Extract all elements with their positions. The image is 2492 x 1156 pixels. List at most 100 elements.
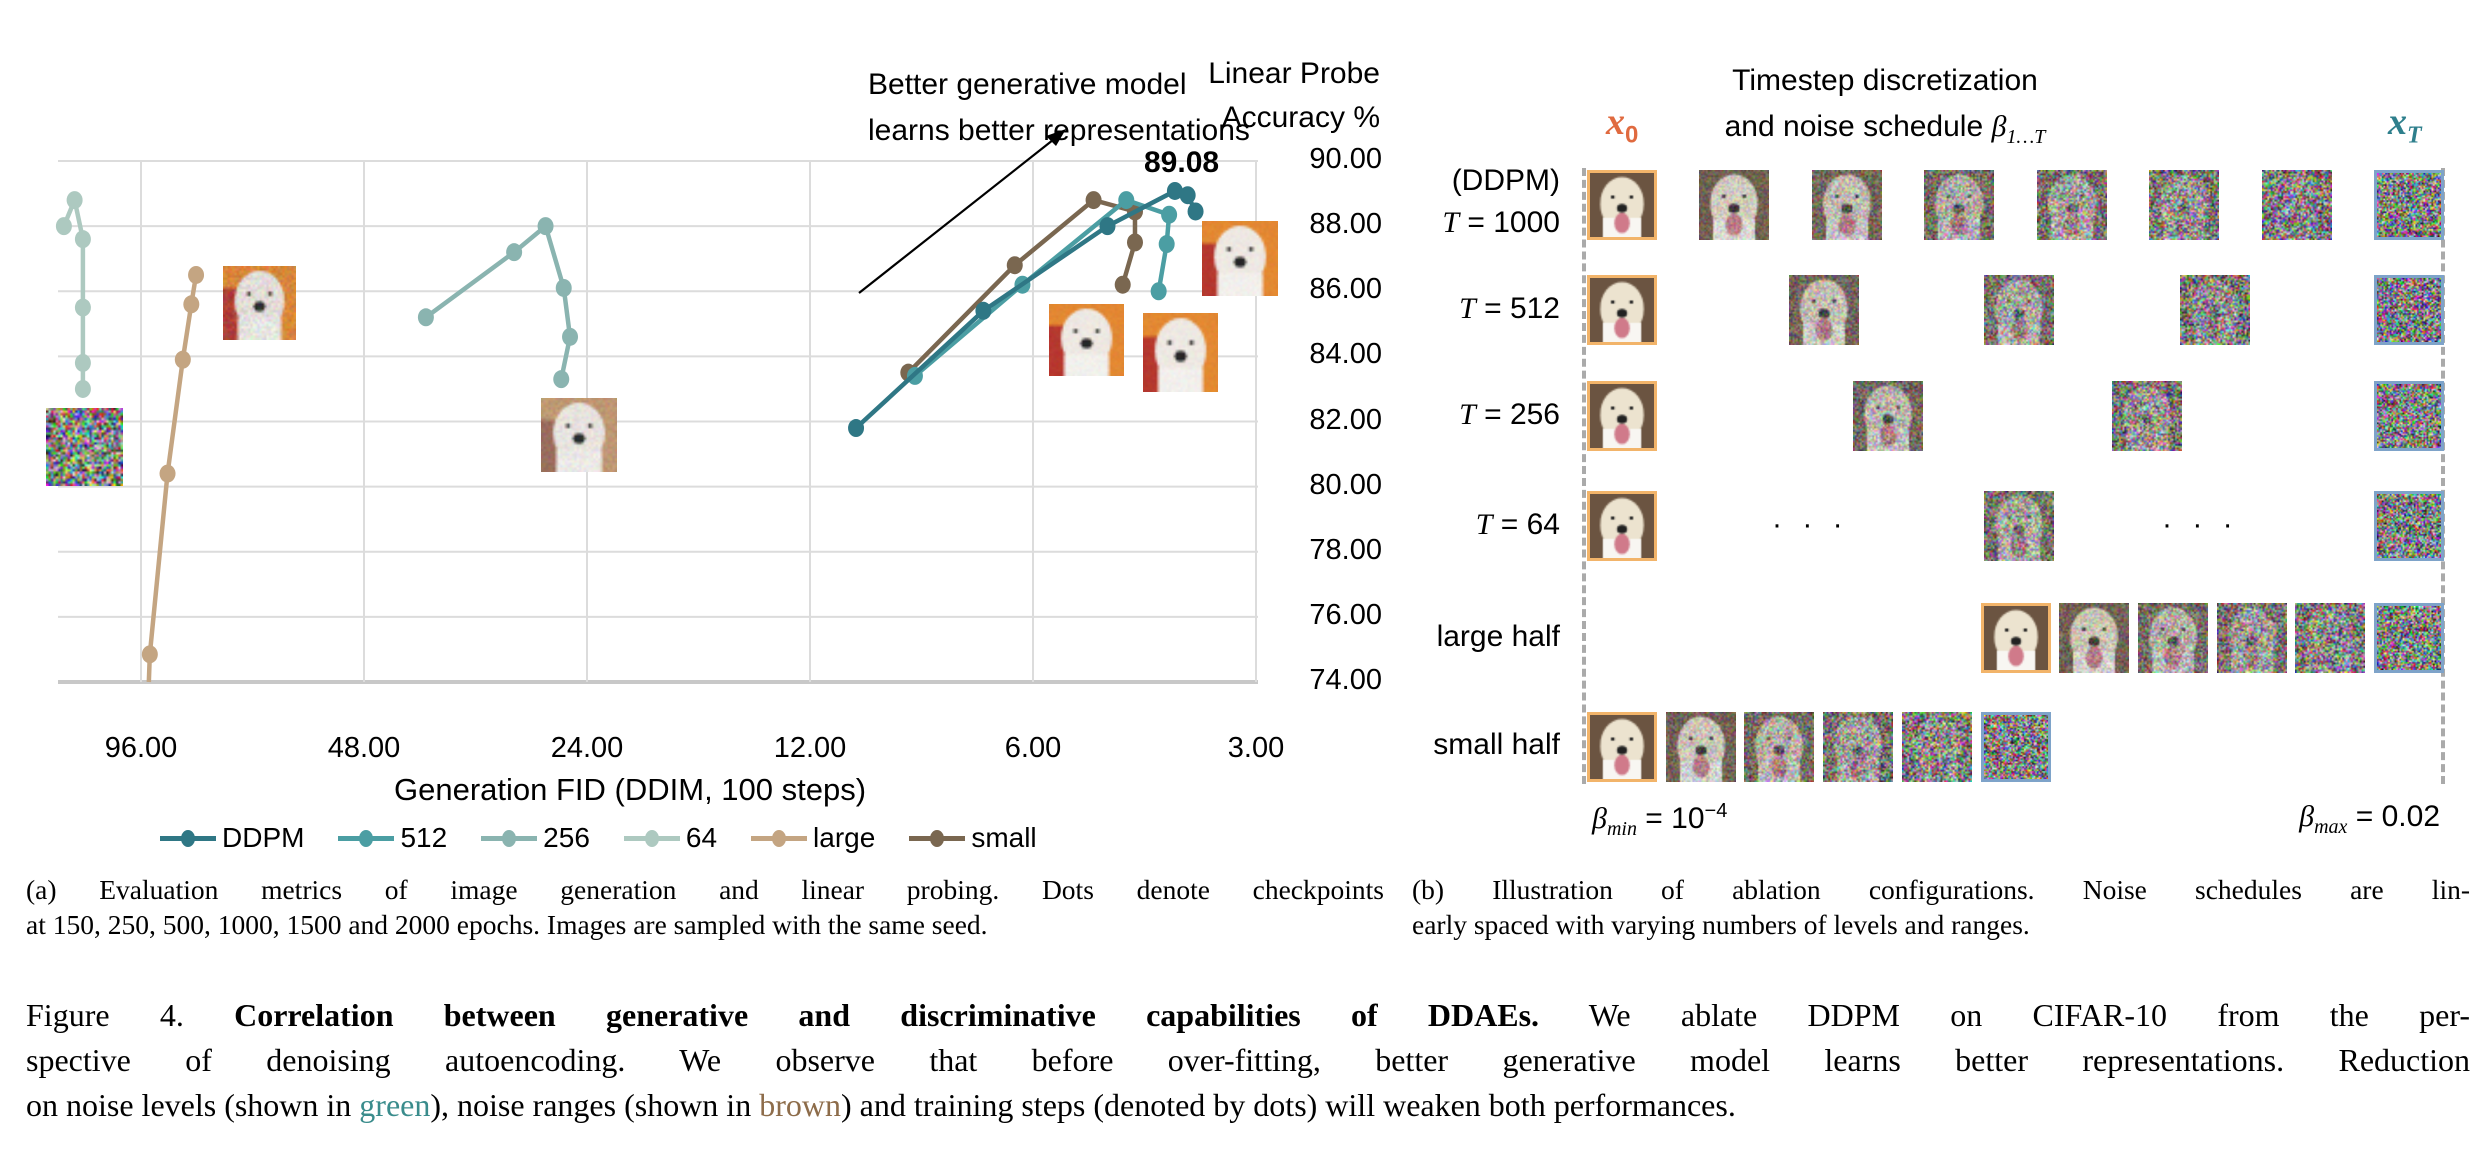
panel-b-title-line-1: Timestep discretization [1685,58,2085,104]
t-value: = 512 [1476,292,1560,325]
y-tick-label: 90.00 [1290,143,1382,176]
beta-min-eq: = 10 [1637,802,1705,835]
y-tick-label: 82.00 [1290,404,1382,437]
data-point [1127,233,1143,251]
panel-b-title: Timestep discretization and noise schedu… [1685,58,2085,160]
row-label-t256: T = 256 [1459,398,1560,432]
sample-image-noise [46,408,123,486]
legend-label: 256 [543,822,590,854]
data-point [183,295,199,313]
image-canvas [1202,221,1278,296]
image-canvas [1590,278,1654,342]
data-point [1099,217,1115,235]
beta-min-label: βmin = 10−4 [1592,800,1727,841]
legend-item-256: 256 [481,822,590,854]
data-point [1159,235,1175,253]
image-canvas [2217,603,2287,673]
data-point [975,302,991,320]
image-canvas [541,398,617,472]
clean-image-x0 [1587,491,1657,561]
image-canvas [2149,170,2219,240]
sample-image-dog [1049,304,1124,376]
noisy-image [2295,603,2365,673]
image-canvas [1590,494,1654,558]
beta-max-sub: max [2314,816,2347,838]
figure-caption-text: ) and training steps (denoted by dots) w… [841,1087,1736,1123]
noise-image-xT [2374,170,2444,240]
data-point [75,380,91,398]
y-tick-label: 78.00 [1290,534,1382,567]
data-point [160,465,176,483]
row-label-ddpm-top: (DDPM) [1442,160,1560,202]
image-canvas [1984,491,2054,561]
image-canvas [1853,381,1923,451]
t-var: T [1459,398,1476,431]
legend-swatch [160,836,216,841]
row-label-t64: T = 64 [1476,508,1560,542]
data-point [418,308,434,326]
legend-item-small: small [909,822,1036,854]
legend-item-512: 512 [338,822,447,854]
beta-min-dashed-line [1582,168,1586,784]
noisy-image [1812,170,1882,240]
legend-label: 512 [400,822,447,854]
image-canvas [1823,712,1893,782]
noisy-image [1853,381,1923,451]
image-canvas [1984,606,2048,670]
green-word: green [359,1087,430,1123]
series-DDPM [848,182,1204,437]
data-point [1151,282,1167,300]
sample-image-dog [1143,313,1218,392]
y-tick-label: 80.00 [1290,469,1382,502]
data-point [1115,276,1131,294]
beta-subscript: 1…T [2006,126,2045,148]
t-value: = 64 [1492,508,1560,541]
image-canvas [1789,275,1859,345]
row-label-ddpm-t: T = 1000 [1442,202,1560,244]
figure-label: Figure 4. [26,997,184,1033]
trend-arrow [859,136,1058,293]
data-point [1161,206,1177,224]
noisy-image [2149,170,2219,240]
image-canvas [2112,381,2182,451]
image-canvas [1666,712,1736,782]
y-tick-label: 84.00 [1290,338,1382,371]
image-canvas [2295,603,2365,673]
legend-swatch [624,836,680,841]
noisy-image [1984,275,2054,345]
image-canvas [1984,715,2048,779]
panel-b-title-text: and noise schedule [1725,110,1992,143]
data-point [56,217,72,235]
legend-swatch [338,836,394,841]
y-axis-label: Linear Probe Accuracy % [1208,52,1380,140]
data-point [75,230,91,248]
data-point [1118,191,1134,209]
annotation-line-1: Better generative model [868,62,1250,108]
noisy-image [1666,712,1736,782]
series-256 [418,217,578,388]
figure-caption-text: ), noise ranges (shown in [430,1087,759,1123]
noise-image-xT [2374,491,2444,561]
clean-image-x0 [1587,275,1657,345]
row-label-ddpm: (DDPM) T = 1000 [1442,160,1560,244]
beta-min-exponent: −4 [1705,800,1728,822]
t-var: T [1459,292,1476,325]
image-canvas [2138,603,2208,673]
image-canvas [1590,384,1654,448]
image-canvas [1744,712,1814,782]
image-canvas [1699,170,1769,240]
image-canvas [1902,712,1972,782]
ellipsis: · · · [2162,508,2239,542]
y-tick-label: 86.00 [1290,273,1382,306]
image-canvas [2262,170,2332,240]
series-64 [56,191,91,398]
x-tick-label: 24.00 [517,732,657,765]
data-point [188,266,204,284]
data-point [1180,186,1196,204]
image-canvas [2377,384,2441,448]
data-point [1188,202,1204,220]
noisy-image [1744,712,1814,782]
data-point [142,645,158,663]
noisy-image [2217,603,2287,673]
image-canvas [1590,173,1654,237]
